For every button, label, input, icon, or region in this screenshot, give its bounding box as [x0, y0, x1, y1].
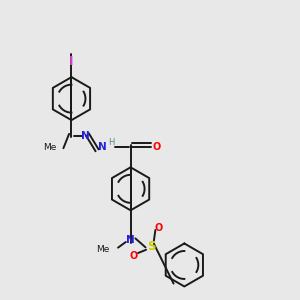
Text: H: H [109, 138, 115, 147]
Text: Me: Me [96, 244, 109, 253]
Text: N: N [98, 142, 106, 152]
Text: Me: Me [44, 142, 57, 152]
Text: O: O [154, 223, 163, 232]
Text: S: S [147, 240, 156, 253]
Text: N: N [81, 131, 90, 141]
Text: O: O [130, 251, 138, 261]
Text: N: N [126, 235, 135, 244]
Text: I: I [69, 55, 74, 68]
Text: O: O [152, 142, 161, 152]
